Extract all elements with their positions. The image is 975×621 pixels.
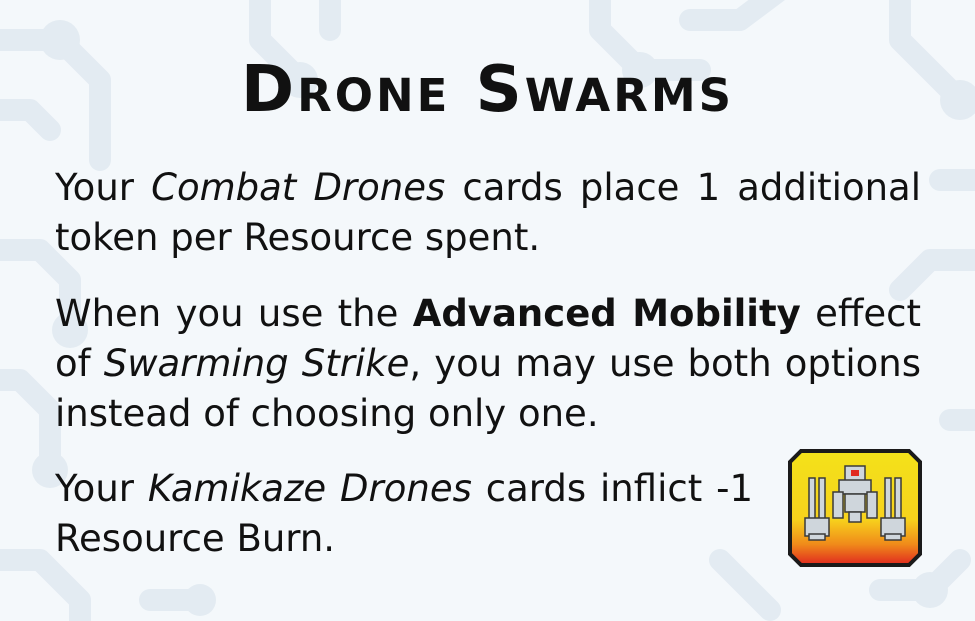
drone-swarm-unit-icon <box>788 449 922 567</box>
effect-name-advanced-mobility: Advanced Mobility <box>412 292 801 335</box>
text-segment: cards inflict -1 Resource Burn. <box>55 467 753 560</box>
text-segment: , you may use both options instead of ch… <box>55 342 921 435</box>
ability-text-swarming-strike: When you use the Advanced Mobility effec… <box>55 289 921 439</box>
text-segment: effect of <box>55 292 921 385</box>
ability-text-kamikaze-drones: Your Kamikaze Drones cards inflict -1 Re… <box>55 464 753 564</box>
text-segment: Your <box>55 467 148 510</box>
text-segment: When you use the <box>55 292 413 335</box>
card-title: Drone Swarms <box>240 53 735 127</box>
ability-text-combat-drones: Your Combat Drones cards place 1 additio… <box>55 163 921 263</box>
card-name-combat-drones: Combat Drones <box>151 166 446 209</box>
card-name-kamikaze-drones: Kamikaze Drones <box>147 467 472 510</box>
text-segment: cards place 1 additional token per Resou… <box>55 166 921 259</box>
text-segment: Your <box>55 166 152 209</box>
card-name-swarming-strike: Swarming Strike <box>103 342 410 385</box>
